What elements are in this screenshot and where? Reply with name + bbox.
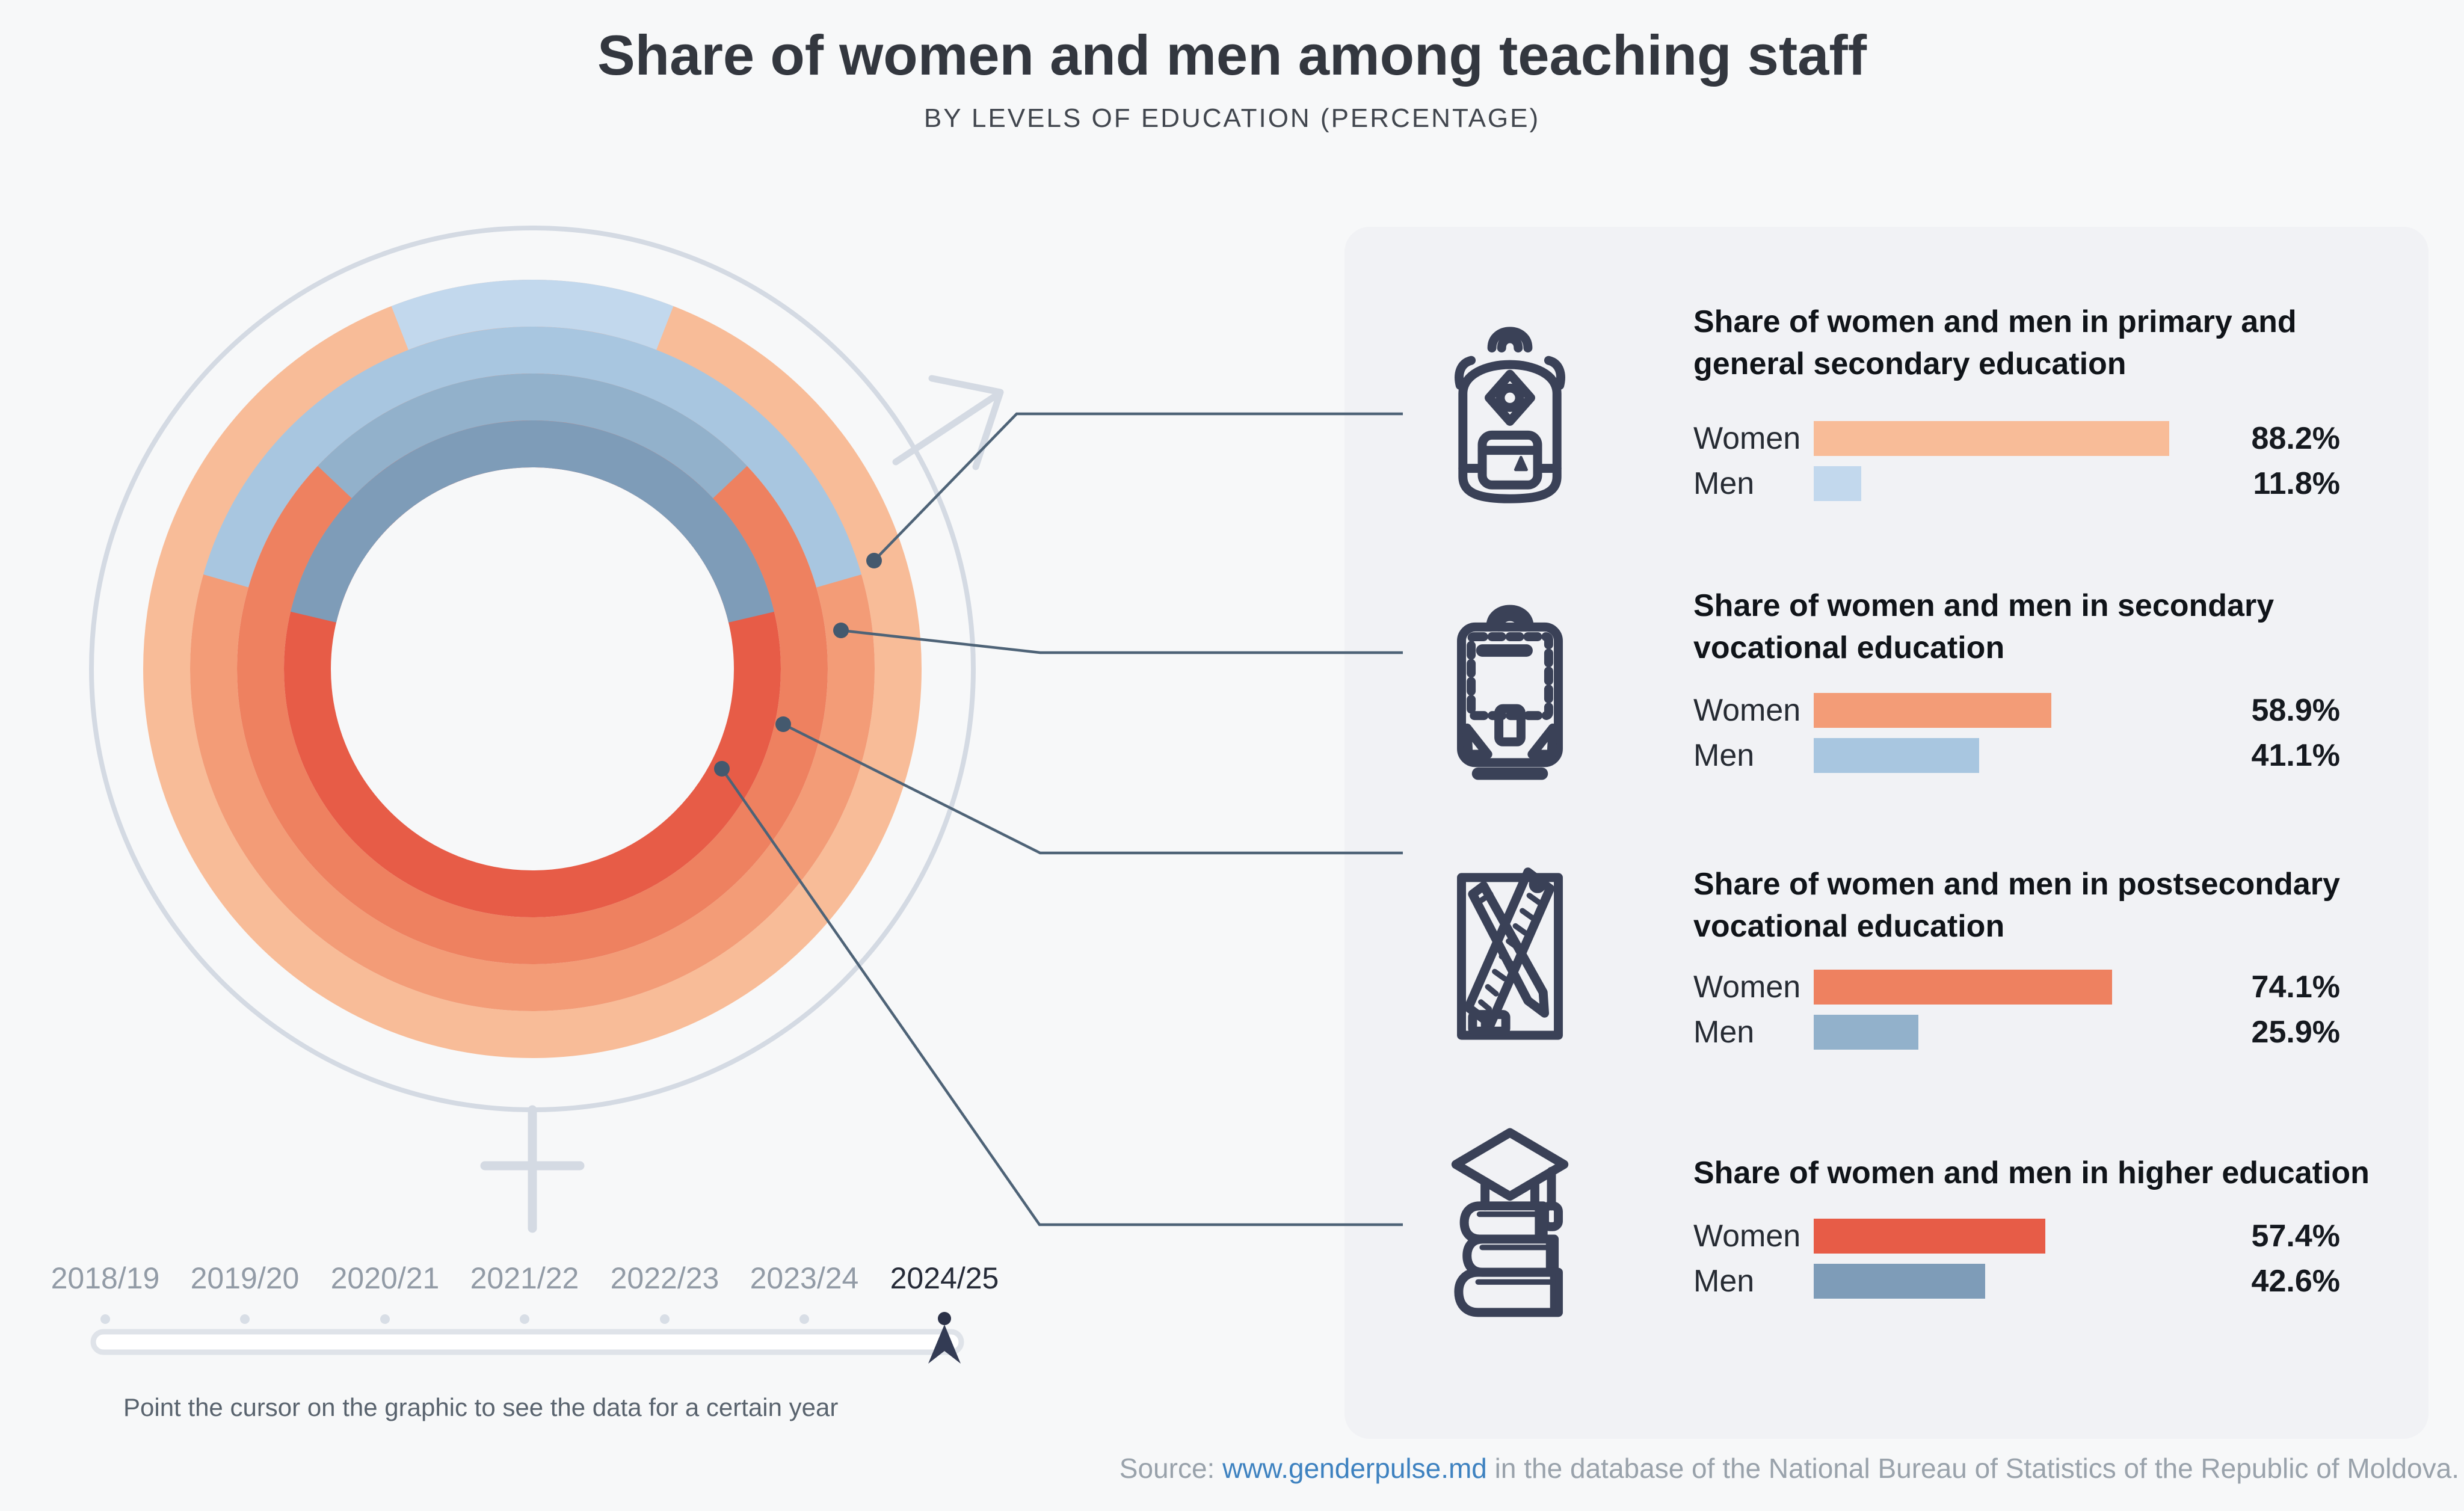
slider-cursor[interactable]	[928, 1325, 961, 1364]
source-link[interactable]: www.genderpulse.md	[1222, 1453, 1487, 1484]
bar-row-women: Women 74.1%	[1693, 970, 2340, 1005]
male-arrow-icon	[892, 375, 1004, 470]
leader-dot	[866, 553, 882, 568]
ring-women-1[interactable]	[190, 327, 875, 1011]
year-dot[interactable]	[660, 1314, 670, 1324]
bar-label-women: Women	[1693, 693, 1801, 728]
ring-men-0[interactable]	[59, 195, 1006, 1142]
women-bar	[1814, 421, 2169, 456]
ring-women-3[interactable]	[284, 420, 781, 917]
men-bar	[1814, 1015, 1918, 1050]
source-line: Source: www.genderpulse.md in the databa…	[1120, 1452, 2459, 1485]
section-title-line: Share of women and men in higher educati…	[1693, 1156, 2370, 1190]
panel-sections: Share of women and men in primary and ge…	[1344, 227, 2429, 1439]
bar-label-women: Women	[1693, 970, 1801, 1005]
bar-label-women: Women	[1693, 1219, 1801, 1254]
women-value: 58.9%	[2251, 693, 2340, 728]
men-value: 11.8%	[2253, 466, 2340, 501]
ring-men-3[interactable]	[262, 398, 803, 940]
section-title-line: Share of women and men in postsecondary	[1693, 867, 2340, 902]
section-title-line: Share of women and men in primary and	[1693, 304, 2297, 339]
slider-track[interactable]	[90, 1329, 964, 1355]
section-title: Share of women and men in primary and ge…	[1693, 301, 2403, 385]
section-title-line: general secondary education	[1693, 346, 2127, 381]
ring-men-1[interactable]	[138, 274, 926, 1063]
leader-dots	[714, 553, 882, 777]
bar-row-men: Men 25.9%	[1693, 1015, 2340, 1050]
bar-label-men: Men	[1693, 738, 1755, 773]
timeline-year-active[interactable]: 2024/25	[890, 1261, 999, 1295]
year-dot[interactable]	[240, 1314, 250, 1324]
section-title-line: Share of women and men in secondary	[1693, 588, 2275, 623]
bar-row-women: Women 57.4%	[1693, 1219, 2340, 1254]
bar-label-women: Women	[1693, 421, 1801, 456]
women-bar	[1814, 970, 2113, 1005]
women-bar	[1814, 1219, 2045, 1254]
section-title-line: vocational education	[1693, 630, 2005, 665]
ring-men-2[interactable]	[148, 285, 917, 1053]
leader-dot	[833, 623, 849, 638]
timeline-year[interactable]: 2018/19	[51, 1261, 160, 1295]
women-value: 88.2%	[2251, 421, 2340, 456]
timeline-year[interactable]: 2020/21	[330, 1261, 440, 1295]
men-value: 42.6%	[2251, 1264, 2340, 1299]
gender-circle	[89, 226, 976, 1112]
briefcase-icon	[1441, 586, 1579, 784]
source-suffix: in the database of the National Bureau o…	[1486, 1453, 2459, 1484]
leader-line-primary	[873, 412, 1403, 562]
page-subtitle: BY LEVELS OF EDUCATION (PERCENTAGE)	[923, 103, 1541, 133]
female-cross-icon	[480, 1105, 585, 1233]
men-bar	[1814, 466, 1862, 501]
year-dot[interactable]	[380, 1314, 390, 1324]
leader-dot	[714, 761, 730, 777]
year-dot[interactable]	[799, 1314, 809, 1324]
leader-line-secondary-vocational	[840, 629, 1403, 654]
bar-row-women: Women 58.9%	[1693, 693, 2340, 728]
backpack-icon	[1441, 311, 1579, 509]
year-dot[interactable]	[520, 1314, 529, 1324]
bar-row-men: Men 11.8%	[1693, 466, 2340, 501]
gender-symbol-icon	[89, 226, 1004, 1233]
pencil-ruler-icon	[1441, 857, 1579, 1056]
women-bar	[1814, 693, 2051, 728]
men-value: 25.9%	[2251, 1015, 2340, 1050]
ring-women-0[interactable]	[143, 280, 922, 1058]
ring-women-2[interactable]	[237, 374, 828, 964]
men-value: 41.1%	[2251, 738, 2340, 773]
leader-line-postsecondary-vocational	[782, 722, 1403, 855]
donut-rings	[59, 195, 1006, 1142]
men-bar	[1814, 738, 1980, 773]
books-graduation-cap-icon	[1441, 1126, 1579, 1325]
source-prefix: Source:	[1119, 1453, 1223, 1484]
bar-row-men: Men 41.1%	[1693, 738, 2340, 773]
section-title: Share of women and men in postsecondary …	[1693, 863, 2403, 947]
men-bar	[1814, 1264, 1986, 1299]
bar-label-men: Men	[1693, 1015, 1755, 1050]
slider-hint: Point the cursor on the graphic to see t…	[123, 1393, 839, 1421]
timeline-year[interactable]: 2023/24	[750, 1261, 859, 1295]
bar-label-men: Men	[1693, 1264, 1755, 1299]
leader-dot	[775, 716, 791, 732]
bar-row-women: Women 88.2%	[1693, 421, 2340, 456]
year-dot-active[interactable]	[938, 1312, 951, 1325]
section-title-line: vocational education	[1693, 909, 2005, 944]
section-title: Share of women and men in secondary voca…	[1693, 585, 2403, 669]
section-title: Share of women and men in higher educati…	[1693, 1152, 2403, 1194]
women-value: 57.4%	[2251, 1219, 2340, 1254]
timeline-year[interactable]: 2022/23	[610, 1261, 719, 1295]
bar-label-men: Men	[1693, 466, 1755, 501]
leader-lines	[721, 412, 1403, 1226]
timeline-year[interactable]: 2021/22	[470, 1261, 579, 1295]
women-value: 74.1%	[2251, 970, 2340, 1005]
page-title: Share of women and men among teaching st…	[597, 23, 1867, 87]
year-dot[interactable]	[100, 1314, 110, 1324]
year-dots[interactable]	[100, 1312, 951, 1325]
timeline-year[interactable]: 2019/20	[190, 1261, 300, 1295]
bar-row-men: Men 42.6%	[1693, 1264, 2340, 1299]
leader-line-higher-education	[721, 768, 1403, 1226]
year-slider[interactable]	[90, 1312, 964, 1364]
